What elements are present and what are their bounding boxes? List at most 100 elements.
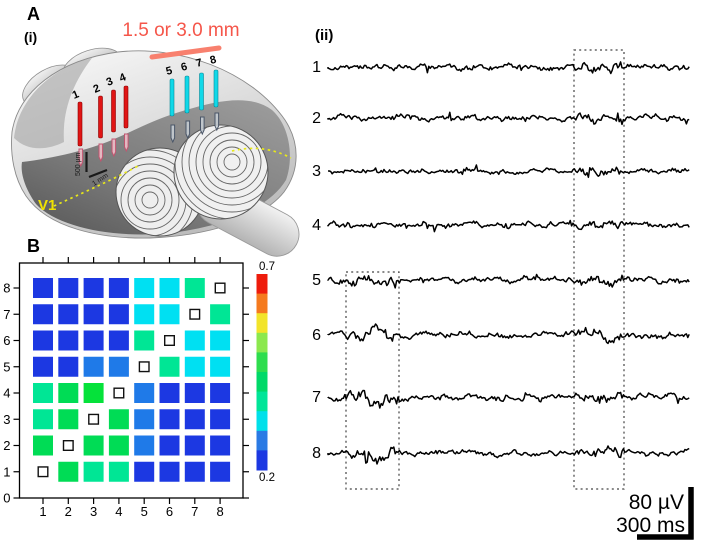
heatmap-cell <box>58 278 79 298</box>
heatmap-cell <box>83 330 104 351</box>
trace-3-label: 3 <box>312 163 321 180</box>
electrode-1-label: 1 <box>71 88 81 101</box>
electrode-3-label: 3 <box>105 75 115 88</box>
heatmap-cell <box>83 304 104 325</box>
colorbar-segment <box>256 391 268 412</box>
trace-1-label: 1 <box>312 59 321 76</box>
x-tick-label: 1 <box>39 504 46 519</box>
trace-4-label: 4 <box>312 217 321 234</box>
heatmap-cell <box>83 278 104 298</box>
heatmap-cell <box>58 461 79 482</box>
x-tick-label: 6 <box>166 504 173 519</box>
heatmap-diagonal-marker <box>214 282 226 294</box>
heatmap-cell <box>159 409 180 430</box>
electrode-4-label: 4 <box>118 71 129 85</box>
heatmap-cell <box>33 435 53 456</box>
colorbar-segment <box>256 313 268 334</box>
heatmap-cell <box>83 356 104 377</box>
lfp-trace-5 <box>327 273 690 289</box>
panel-a-sub-ii-label: (ii) <box>315 27 333 44</box>
heatmap-cell <box>210 435 231 456</box>
ghost-tips-red-group <box>78 133 129 168</box>
lfp-trace-4 <box>327 219 690 233</box>
y-tick-label: 2 <box>3 438 10 453</box>
v1-area-label: V1 <box>38 197 56 214</box>
y-tick-label: 1 <box>3 464 10 479</box>
colorbar-segment <box>256 293 268 314</box>
heatmap-diagonal-marker <box>138 361 150 373</box>
heatmap-diagonal-marker <box>37 466 49 478</box>
heatmap-cell <box>134 278 155 298</box>
heatmap-cell <box>134 409 155 430</box>
heatmap-cell <box>108 278 129 298</box>
y-tick-label: 3 <box>3 412 10 427</box>
heatmap-cell <box>159 356 180 377</box>
heatmap-cell <box>210 330 231 351</box>
heatmap-cell <box>210 409 231 430</box>
panel-a-ii-traces: (ii) 1 2 3 4 5 6 7 8 80 µV 300 ms <box>312 27 694 540</box>
y-tick-label: 7 <box>3 307 10 322</box>
colorbar-segment <box>256 332 268 353</box>
heatmap-cell <box>134 461 155 482</box>
correlation-heatmap: 0 1 2 3 4 5 6 7 8 1 2 3 4 5 6 7 8 <box>3 257 249 519</box>
heatmap-cell <box>184 409 205 430</box>
heatmap-cell <box>33 330 53 351</box>
panel-a-sub-i-label: (i) <box>24 29 37 45</box>
heatmap-cell <box>108 330 129 351</box>
y-tick-label: 0 <box>3 491 10 506</box>
brain-illustration: V1 1 2 3 <box>11 20 300 257</box>
electrode-8-label: 8 <box>209 54 218 67</box>
heatmap-cell <box>108 435 129 456</box>
lfp-trace-7 <box>327 389 690 409</box>
heatmap-cell <box>210 356 231 377</box>
heatmap-cell <box>134 304 155 325</box>
heatmap-cell <box>159 304 180 325</box>
heatmap-cell <box>33 356 53 377</box>
scalebar-time-label: 300 ms <box>616 514 685 537</box>
heatmap-cell <box>83 435 104 456</box>
left-hemisphere-shading <box>14 58 92 149</box>
heatmap-diagonal-marker <box>113 387 125 399</box>
colorbar-segment <box>256 274 268 295</box>
v1-border-dashed-right <box>231 147 292 159</box>
heatmap-cell <box>58 330 79 351</box>
heatmap-cell <box>58 383 79 403</box>
heatmap-cell <box>33 304 53 325</box>
heatmap-cell <box>108 356 129 377</box>
colorbar <box>256 274 268 471</box>
panel-b-label: B <box>27 236 40 256</box>
electrode-7-label: 7 <box>195 57 204 70</box>
heatmap-cell <box>58 304 79 325</box>
lfp-traces <box>327 61 690 465</box>
lfp-trace-6 <box>327 323 690 345</box>
trace-5-label: 5 <box>312 272 321 289</box>
heatmap-cell <box>83 383 104 403</box>
heatmap-cell <box>33 383 53 403</box>
heatmap-cell <box>33 409 53 430</box>
colorbar-segment <box>256 430 268 451</box>
y-tick-label: 8 <box>3 281 10 296</box>
heatmap-diagonal-marker <box>163 335 175 347</box>
electrode-5-label: 5 <box>165 65 174 78</box>
y-tick-label: 5 <box>3 359 10 374</box>
lfp-trace-1 <box>327 61 690 75</box>
electrode-6-label: 6 <box>180 61 189 74</box>
heatmap-cell <box>58 356 79 377</box>
scalebar-1mm-line <box>88 168 108 179</box>
lfp-trace-3 <box>328 164 690 179</box>
heatmap-cell <box>108 461 129 482</box>
heatmap-cell <box>83 461 104 482</box>
cyan-electrodes <box>169 69 219 117</box>
trace-8-label: 8 <box>312 445 321 462</box>
heatmap-cell <box>210 383 231 403</box>
heatmap-cell <box>134 330 155 351</box>
colorbar-min-label: 0.2 <box>259 472 275 484</box>
heatmap-cell <box>159 278 180 298</box>
heatmap-diagonal-marker <box>88 413 100 425</box>
heatmap-cell <box>159 461 180 482</box>
trace-2-label: 2 <box>312 110 321 127</box>
heatmap-cell <box>108 304 129 325</box>
x-tick-label: 3 <box>90 504 97 519</box>
heatmap-cell <box>134 383 155 403</box>
x-tick-label: 2 <box>65 504 72 519</box>
